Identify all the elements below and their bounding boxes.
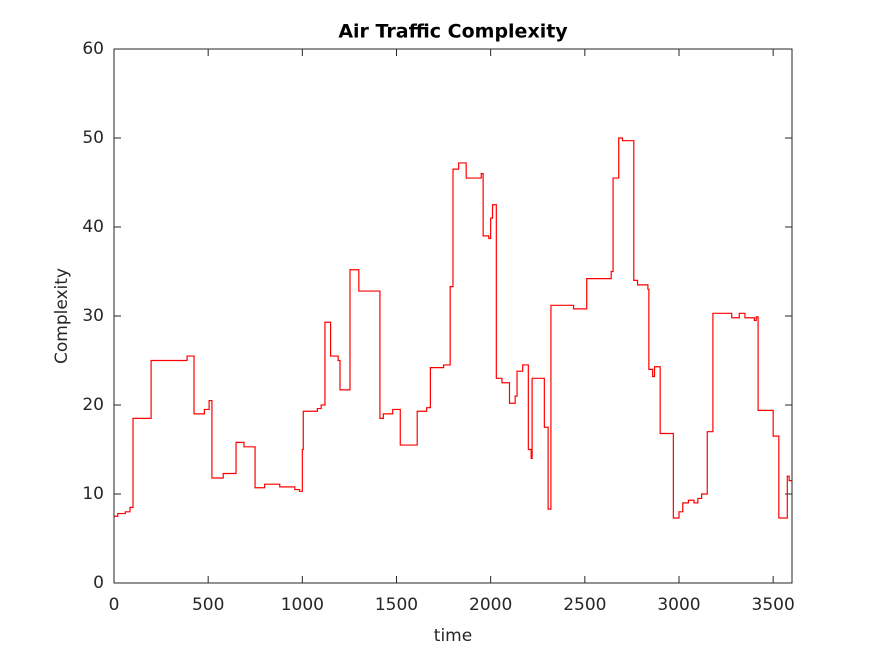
x-tick-label: 500	[192, 595, 224, 615]
plot-area	[114, 49, 792, 583]
x-tick-label: 3000	[657, 595, 700, 615]
y-tick-label: 40	[82, 217, 104, 237]
x-axis-label: time	[434, 626, 472, 646]
y-tick-label: 60	[82, 39, 104, 59]
x-tick-label: 3500	[752, 595, 795, 615]
x-tick-label: 2500	[563, 595, 606, 615]
y-tick-label: 50	[82, 128, 104, 148]
axes-box	[113, 48, 793, 584]
y-tick-label: 30	[82, 306, 104, 326]
data-line	[114, 137, 792, 519]
y-axis-label: Complexity	[52, 268, 72, 364]
x-tick-label: 2000	[469, 595, 512, 615]
y-tick-label: 10	[82, 484, 104, 504]
x-tick-label: 1500	[375, 595, 418, 615]
chart-title: Air Traffic Complexity	[338, 21, 568, 43]
x-tick-label: 0	[109, 595, 120, 615]
x-tick-label: 1000	[281, 595, 324, 615]
y-tick-label: 20	[82, 395, 104, 415]
y-tick-label: 0	[93, 573, 104, 593]
